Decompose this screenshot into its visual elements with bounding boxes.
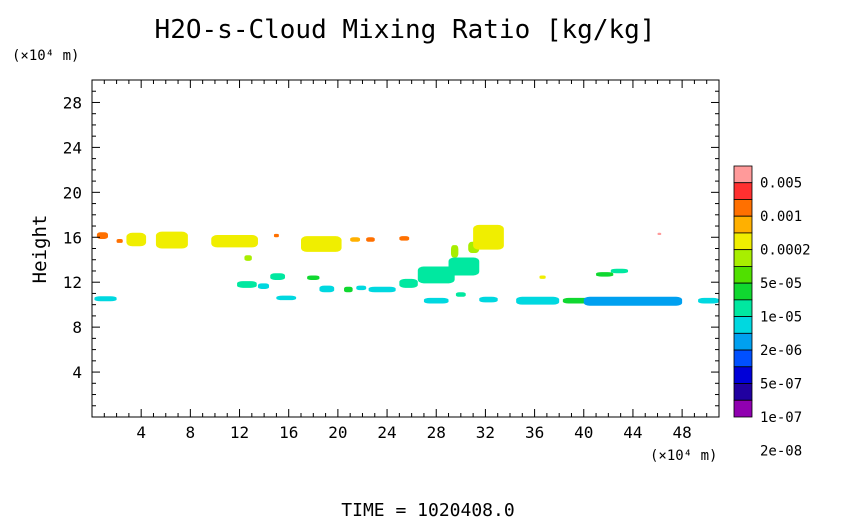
- x-axis-unit: (×10⁴ m): [650, 448, 717, 464]
- y-tick-label: 8: [72, 318, 82, 337]
- cloud-region-21: [319, 285, 335, 293]
- cloud-region-27: [448, 257, 480, 276]
- cloud-region-5: [211, 235, 258, 248]
- cloud-region-16: [270, 273, 286, 280]
- cloud-region-6: [244, 255, 252, 261]
- cloud-region-26: [417, 266, 455, 284]
- cloud-region-10: [366, 237, 375, 242]
- cloud-region-20: [307, 275, 320, 280]
- cloud-region-1: [96, 232, 108, 239]
- y-tick-label: 12: [63, 273, 82, 292]
- x-tick-label: 32: [476, 423, 495, 442]
- cloud-region-2: [116, 238, 123, 243]
- cloud-region-33: [583, 296, 683, 306]
- colorbar-swatch: [733, 249, 753, 267]
- time-footer: TIME = 1020408.0: [341, 500, 514, 519]
- cloud-region-36: [596, 272, 614, 277]
- colorbar-swatch: [733, 316, 753, 334]
- plot-area: [94, 224, 719, 306]
- cloud-region-0: [94, 296, 117, 302]
- colorbar-swatch: [733, 215, 753, 234]
- colorbar-label: 5e-05: [760, 276, 802, 292]
- colorbar-swatch: [733, 232, 753, 251]
- y-tick-label: 16: [63, 228, 82, 247]
- x-tick-label: 40: [574, 423, 593, 442]
- y-tick-label: 24: [63, 138, 82, 157]
- cloud-region-14: [473, 224, 504, 250]
- colorbar-label: 2e-06: [760, 343, 802, 359]
- colorbar-label: 0.005: [760, 176, 802, 192]
- colorbar-swatch: [733, 399, 753, 418]
- colorbar-swatch: [733, 282, 753, 301]
- cloud-region-17: [237, 281, 257, 288]
- x-tick-label: 4: [136, 423, 146, 442]
- cloud-region-11: [399, 236, 410, 241]
- colorbar-swatch: [733, 165, 753, 184]
- x-tick-label: 8: [186, 423, 196, 442]
- cloud-region-7: [273, 233, 279, 238]
- colorbar-label: 0.0002: [760, 243, 811, 259]
- cloud-region-15: [657, 232, 662, 236]
- colorbar-swatch: [733, 265, 753, 284]
- y-axis-unit: (×10⁴ m): [12, 48, 79, 64]
- x-tick-label: 44: [623, 423, 642, 442]
- cloud-region-28: [423, 297, 449, 304]
- cloud-region-34: [698, 297, 719, 304]
- cloud-region-30: [479, 296, 498, 303]
- cloud-region-4: [155, 231, 188, 249]
- colorbar-swatch: [733, 349, 753, 368]
- cloud-region-18: [257, 283, 270, 289]
- colorbar-label: 5e-07: [760, 377, 802, 393]
- cloud-region-31: [516, 296, 560, 305]
- colorbar-swatch: [733, 199, 753, 217]
- cloud-region-35: [539, 275, 546, 279]
- colorbar-label: 1e-07: [760, 410, 802, 426]
- x-tick-label: 16: [279, 423, 298, 442]
- x-tick-label: 28: [427, 423, 446, 442]
- x-tick-label: 48: [672, 423, 691, 442]
- colorbar-swatch: [733, 332, 753, 351]
- colorbar-label: 1e-05: [760, 310, 802, 326]
- colorbar-swatch: [733, 383, 753, 401]
- y-tick-label: 4: [72, 363, 82, 382]
- colorbar: 0.005 0.001 0.0002 5e-05 1e-05 2e-06 5e-07 1e-0…: [733, 165, 811, 459]
- plot-frame: [91, 79, 720, 418]
- x-tick-label: 12: [230, 423, 249, 442]
- colorbar-label: 2e-08: [760, 443, 802, 459]
- cloud-region-19: [276, 295, 297, 301]
- cloud-region-37: [610, 268, 629, 274]
- cloud-region-3: [126, 232, 147, 247]
- colorbar-swatch: [733, 366, 753, 384]
- y-tick-label: 20: [63, 183, 82, 202]
- y-axis-label: Height: [29, 215, 51, 284]
- x-tick-label: 24: [377, 423, 396, 442]
- cloud-region-25: [399, 278, 418, 288]
- cloud-region-22: [344, 286, 353, 293]
- cloud-region-24: [368, 286, 396, 293]
- cloud-region-9: [350, 237, 361, 242]
- chart-title: H2O-s-Cloud Mixing Ratio [kg/kg]: [155, 15, 656, 45]
- cloud-region-29: [455, 292, 466, 297]
- colorbar-swatch: [733, 182, 753, 200]
- y-tick-label: 28: [63, 93, 82, 112]
- cloud-region-12: [450, 245, 459, 258]
- x-tick-label: 20: [328, 423, 347, 442]
- colorbar-swatch: [733, 299, 753, 318]
- cloud-region-23: [356, 285, 367, 291]
- cloud-region-8: [301, 236, 342, 252]
- colorbar-label: 0.001: [760, 209, 802, 225]
- x-tick-label: 36: [525, 423, 544, 442]
